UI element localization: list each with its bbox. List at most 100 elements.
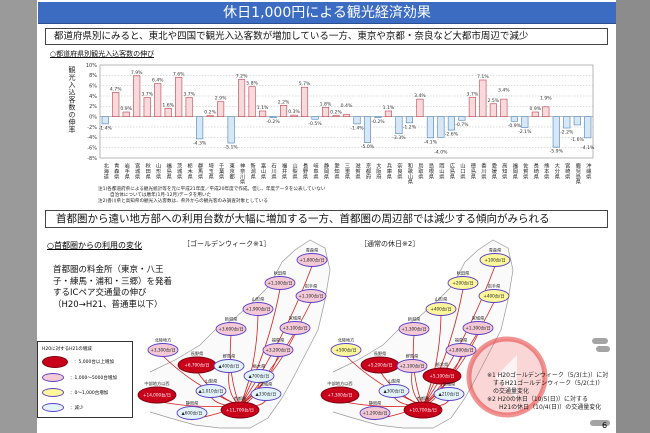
bar [416, 98, 424, 117]
node-ellipse [433, 387, 465, 401]
x-tick-label: 鹿児島県 [574, 163, 581, 185]
x-tick-label: 東京都 [228, 163, 235, 179]
x-tick-label: 埼玉県 [207, 163, 214, 179]
bar-value-label: -2.2% [560, 130, 574, 136]
y-tick-label: 2% [89, 104, 97, 110]
node-ellipse [262, 343, 294, 357]
bar [426, 116, 434, 139]
node-value-label: +3,600台/日 [218, 326, 243, 333]
bar [280, 105, 288, 117]
bar [238, 79, 246, 117]
legend-item: ：0〜1,000台増加 [42, 388, 108, 397]
legend-blue-ellipse-icon [42, 403, 64, 412]
bar-value-label: 7.6% [173, 71, 185, 77]
x-tick-label: 熊本県 [542, 163, 549, 179]
node-ellipse [359, 406, 391, 420]
node-value-label: ▲330台/日 [256, 391, 277, 398]
bar-value-label: -0.5% [308, 121, 322, 127]
traffic-arrow [239, 314, 259, 407]
bar-value-label: -0.2% [371, 119, 385, 125]
bar-value-label: 3.4% [414, 93, 426, 99]
bar [196, 116, 204, 140]
bar [437, 116, 445, 138]
bar [217, 101, 225, 117]
bar [248, 86, 256, 117]
bar-value-label: 0.4% [341, 103, 353, 109]
bar [185, 97, 193, 117]
bar-value-label: -0.9% [508, 123, 522, 129]
bar-value-label: 1.6% [162, 102, 174, 108]
bar [154, 83, 162, 117]
x-tick-label: 大阪府 [374, 163, 381, 179]
legend-label: ：5,000台以上増加 [74, 360, 114, 365]
bar-value-label: 0.3% [288, 109, 300, 115]
x-tick-label: 千葉県 [217, 163, 224, 179]
node-ellipse [462, 321, 494, 335]
traffic-arrow [412, 334, 424, 407]
bar [206, 115, 214, 117]
node-value-label: ▲1,010台/日 [199, 388, 224, 395]
node-value-label: +1,300台/日 [401, 326, 426, 333]
node-region-label: 群馬県 [223, 353, 236, 360]
bar-value-label: -5.9% [550, 149, 564, 155]
bar-value-label: -4.3% [193, 140, 207, 146]
bar-value-label: -5.1% [224, 145, 238, 151]
x-tick-label: 島根県 [427, 163, 434, 179]
footnote-line: の交通量変化 [487, 388, 530, 395]
bar [101, 116, 109, 125]
node-ellipse [398, 322, 430, 336]
bar [531, 111, 539, 117]
bar [290, 114, 298, 117]
node-ellipse [243, 369, 275, 383]
x-tick-label: 三重県 [343, 163, 350, 179]
node-value-label: +1,300台/日 [465, 325, 490, 332]
node-value-label: ▲700台/日 [249, 373, 270, 380]
x-tick-label: 兵庫県 [385, 163, 392, 179]
node-region-label: 岩手県 [488, 283, 501, 290]
x-tick-label: 香川県 [479, 163, 486, 179]
node-region-label: 群馬県 [406, 353, 419, 360]
y-tick-label: 4% [89, 94, 97, 100]
bar-value-label: 0.9% [529, 106, 541, 112]
node-ellipse [264, 276, 296, 290]
node-value-label: +400台/日 [483, 293, 504, 300]
node-region-label: 宮城県 [289, 315, 302, 322]
bar-value-label: 1.1% [257, 105, 269, 111]
node-region-label: 宮城県 [472, 315, 485, 322]
section-heading-tourism: ○都道府県別観光入込客数の伸び [50, 50, 155, 58]
bar-value-label: -5.0% [361, 144, 375, 150]
x-tick-label: 富山県 [259, 163, 266, 179]
bar [584, 116, 592, 139]
x-tick-label: 山口県 [458, 163, 465, 179]
bar [521, 116, 529, 128]
bar [363, 116, 372, 143]
x-tick-label: 静岡県 [322, 163, 329, 179]
x-tick-label: 長崎県 [532, 163, 539, 179]
viewer-scrollbar-area[interactable] [616, 0, 650, 433]
traffic-arrow [422, 265, 496, 407]
bar-value-label: -0.2% [266, 119, 280, 125]
x-tick-label: 福井県 [280, 163, 287, 179]
x-tick-label: 岐阜県 [312, 163, 319, 179]
slide-title: 休日1,000円による観光経済効果 [38, 2, 616, 24]
legend-item: ：減少 [42, 403, 84, 412]
bar [321, 107, 330, 117]
node-ellipse [242, 302, 274, 316]
x-tick-label: 群馬県 [196, 163, 203, 179]
node-value-label: +1,900台/日 [245, 306, 270, 313]
bar-value-label: -4.0% [434, 150, 448, 156]
node-region-label: 岩手県 [305, 283, 318, 290]
bar [259, 110, 267, 117]
bar [164, 108, 172, 117]
bar [447, 116, 455, 131]
node-ellipse [176, 406, 208, 420]
node-value-label: ▲400台/日 [219, 363, 240, 370]
bar [468, 97, 476, 117]
node-region-label: 青森県 [306, 247, 319, 254]
node-region-label: 首都圏 [234, 395, 247, 402]
node-value-label: +500台/日 [335, 347, 356, 354]
bar [374, 116, 382, 118]
bar-value-label: -1.4% [350, 125, 364, 131]
legend-title: H20に対するH21の増減 [42, 347, 92, 352]
node-ellipse [296, 253, 328, 267]
